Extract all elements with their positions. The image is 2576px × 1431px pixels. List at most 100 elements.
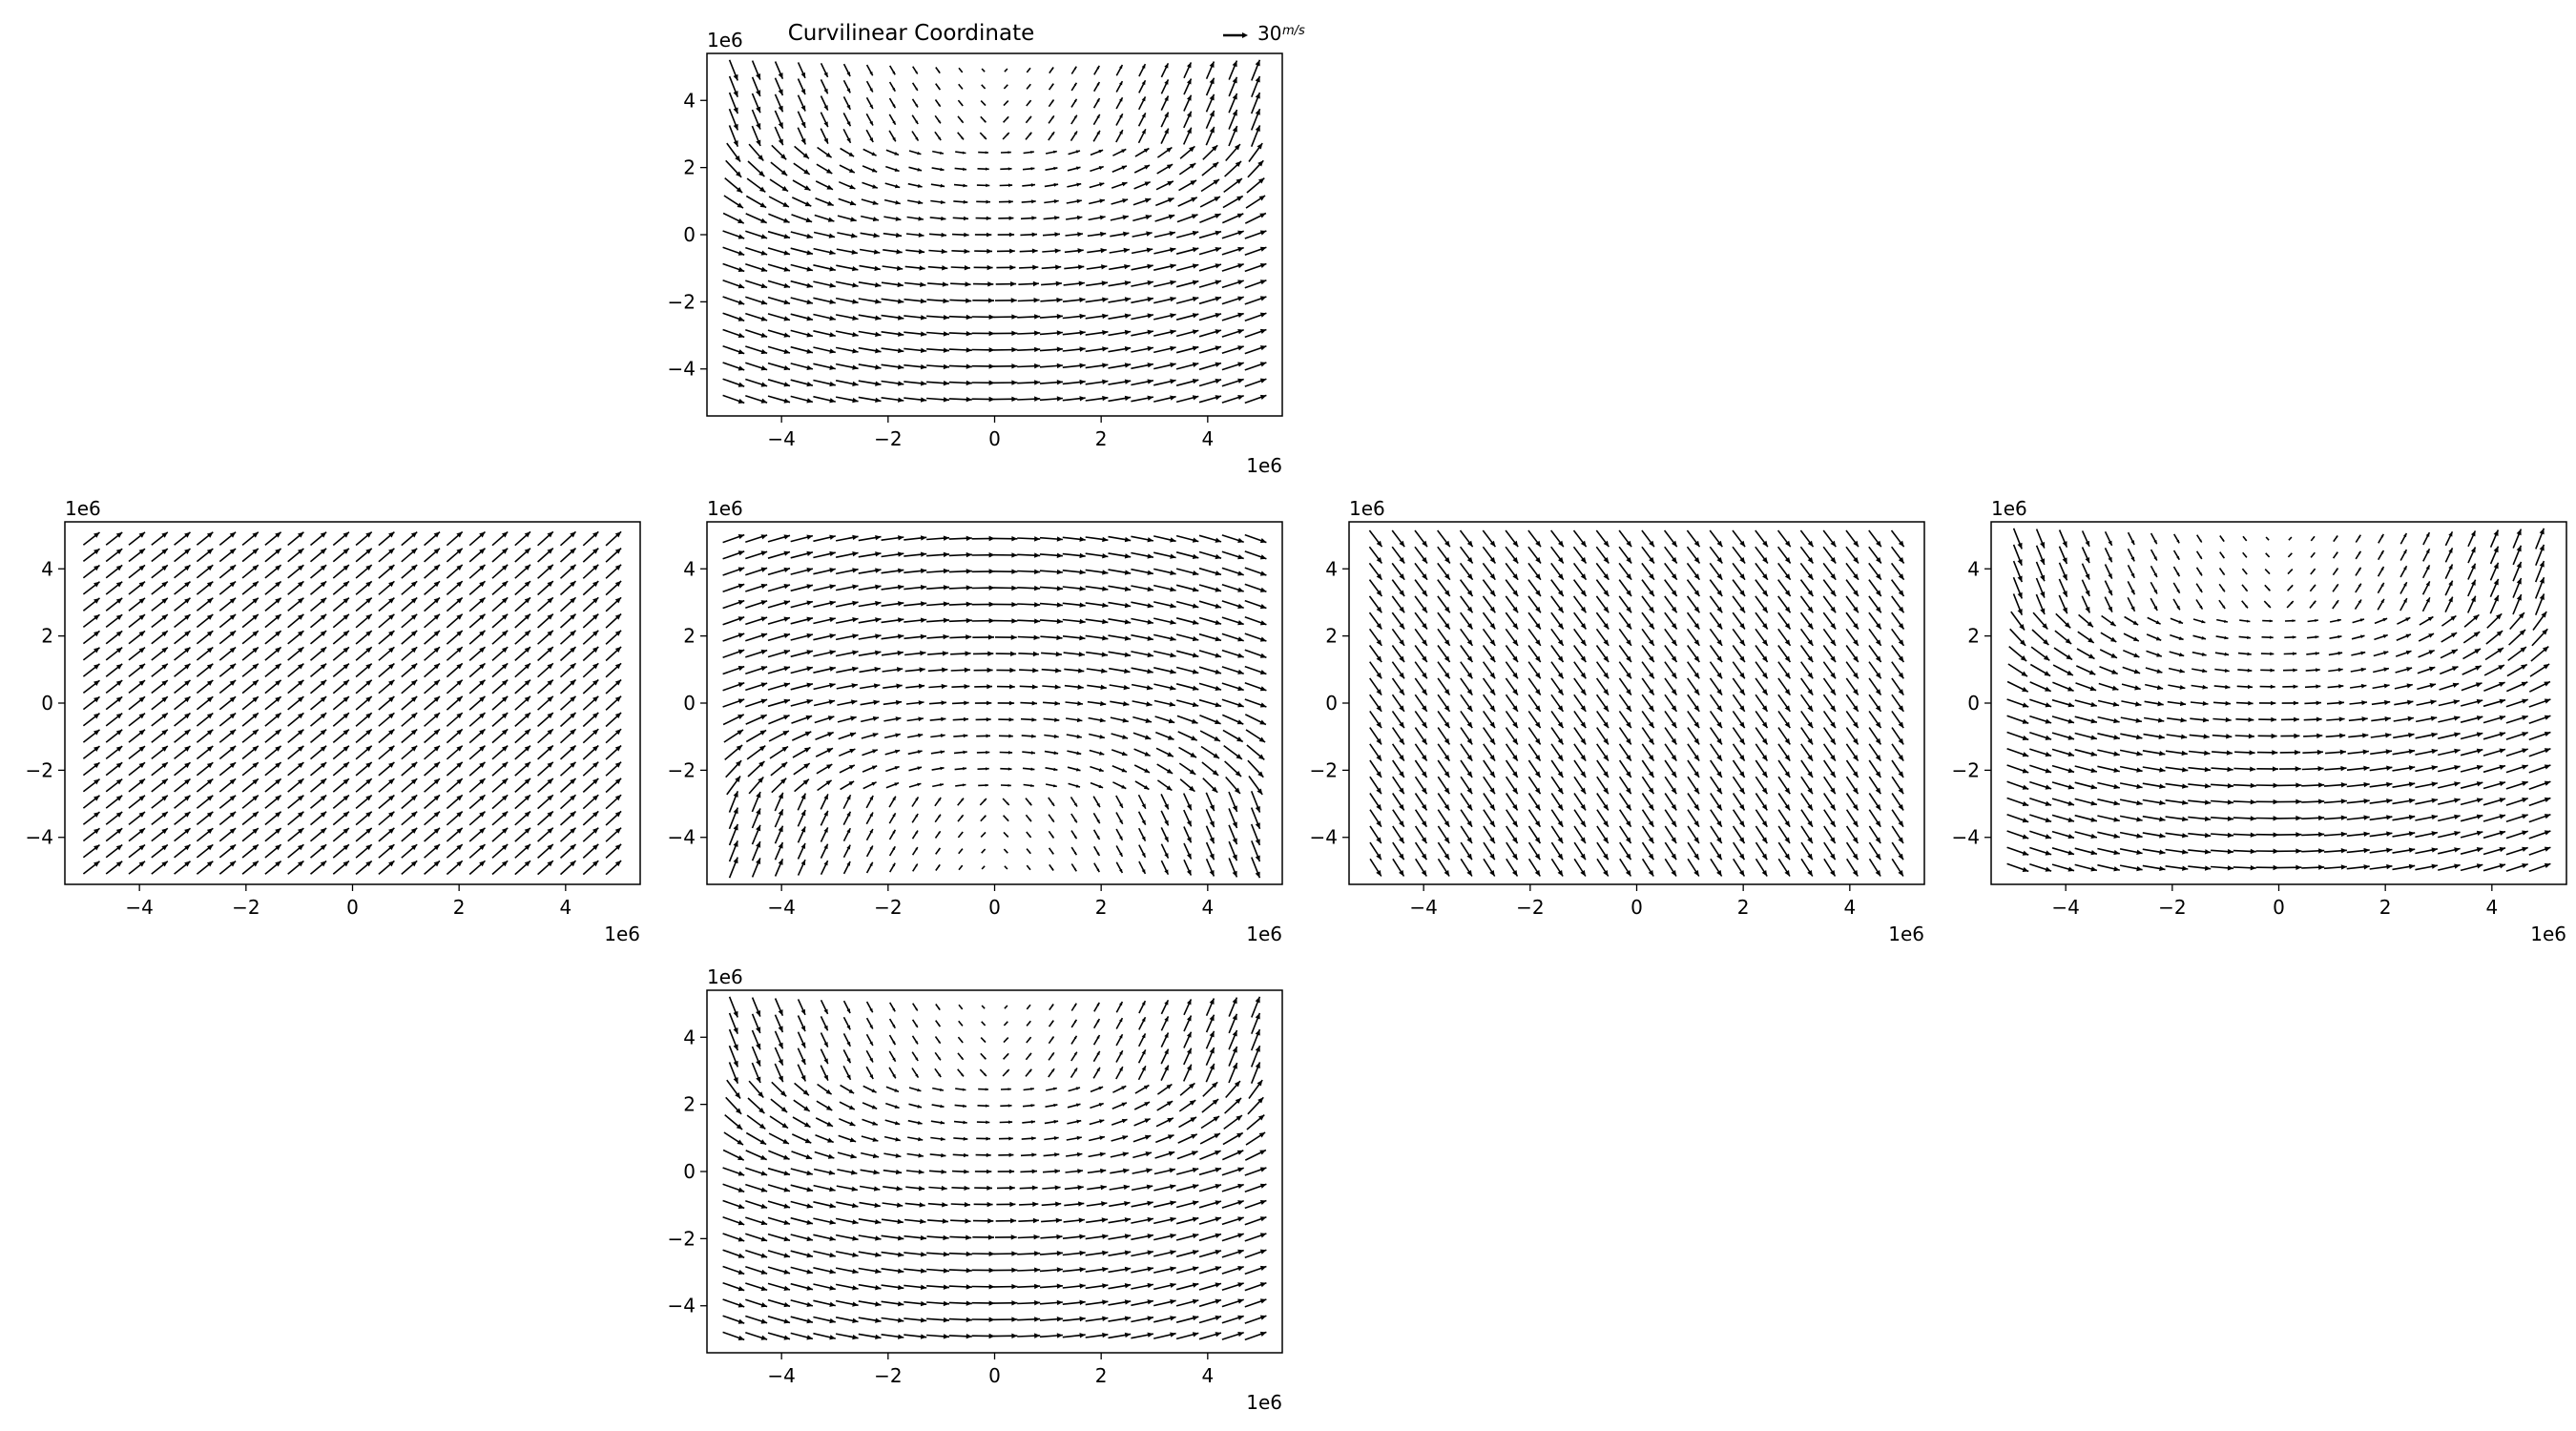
vector-arrow xyxy=(332,778,350,793)
vector-arrow xyxy=(981,848,987,854)
vector-arrow xyxy=(514,794,531,810)
vector-arrow xyxy=(491,827,509,842)
vector-arrow xyxy=(1131,667,1153,674)
vector-arrow xyxy=(2006,862,2029,873)
vector-arrow xyxy=(1048,83,1054,91)
vector-arrow xyxy=(1112,148,1127,156)
vector-arrow xyxy=(2053,647,2073,661)
vector-arrow xyxy=(797,78,806,95)
vector-arrow xyxy=(1065,717,1083,723)
vector-arrow xyxy=(745,633,768,642)
vector-arrow xyxy=(820,128,829,144)
vector-arrow xyxy=(904,265,925,271)
vector-arrow xyxy=(332,662,350,678)
vector-arrow xyxy=(1131,568,1154,575)
vector-arrow xyxy=(2371,716,2391,722)
vector-arrow xyxy=(957,1068,965,1077)
vector-arrow xyxy=(1641,677,1655,696)
x-tick-label: −2 xyxy=(2158,896,2186,919)
vector-arrow xyxy=(928,1185,947,1192)
vector-arrow xyxy=(1085,536,1109,543)
vector-arrow xyxy=(2467,530,2477,548)
vector-arrow xyxy=(840,780,855,791)
vector-arrow xyxy=(1048,814,1055,823)
vector-arrow xyxy=(858,1251,882,1257)
vector-arrow xyxy=(401,564,418,579)
vector-arrow xyxy=(774,110,784,130)
vector-arrow xyxy=(1090,781,1104,789)
vector-arrow xyxy=(728,125,739,147)
vector-arrow xyxy=(1845,694,1859,713)
vector-arrow xyxy=(1414,546,1428,564)
vector-arrow xyxy=(582,646,599,662)
vector-arrow xyxy=(957,115,965,124)
x-tick-label: 4 xyxy=(1201,1364,1214,1387)
vector-arrow xyxy=(2395,667,2413,674)
vector-arrow xyxy=(971,585,995,591)
vector-arrow xyxy=(1800,759,1814,778)
vector-arrow xyxy=(767,280,791,288)
vector-arrow xyxy=(1244,1249,1267,1258)
vector-arrow xyxy=(2075,682,2097,692)
vector-arrow xyxy=(1596,858,1610,877)
vector-arrow xyxy=(1550,694,1565,713)
vector-arrow xyxy=(2461,682,2483,692)
vector-arrow xyxy=(842,1049,852,1064)
vector-arrow xyxy=(1156,779,1173,792)
vector-arrow xyxy=(1115,812,1124,825)
vector-arrow xyxy=(2301,864,2325,870)
vector-arrow xyxy=(835,633,859,641)
vector-arrow xyxy=(996,667,1016,674)
vector-arrow xyxy=(1244,362,1267,371)
vector-arrow xyxy=(1160,843,1170,859)
vector-arrow xyxy=(82,761,100,777)
vector-arrow xyxy=(911,1035,919,1045)
vector-arrow xyxy=(264,728,282,743)
vector-arrow xyxy=(2483,698,2506,708)
vector-arrow xyxy=(1868,579,1882,597)
vector-arrow xyxy=(1618,677,1632,696)
vector-arrow xyxy=(1687,710,1700,729)
vector-arrow xyxy=(1596,727,1610,745)
vector-arrow xyxy=(559,712,577,728)
vector-arrow xyxy=(859,248,881,255)
vector-arrow xyxy=(264,613,282,629)
vector-arrow xyxy=(1732,809,1746,828)
vector-arrow xyxy=(1505,661,1519,679)
vector-arrow xyxy=(2127,596,2136,612)
vector-arrow xyxy=(605,761,622,777)
vector-arrow xyxy=(974,248,993,254)
vector-arrow xyxy=(514,745,531,760)
vector-arrow xyxy=(1108,1266,1132,1274)
vector-arrow xyxy=(2328,668,2343,673)
vector-arrow xyxy=(813,600,836,608)
vector-arrow xyxy=(774,1063,784,1083)
vector-arrow xyxy=(722,665,745,675)
vector-arrow xyxy=(2233,832,2256,838)
vector-arrow xyxy=(1664,595,1678,613)
vector-arrow xyxy=(218,564,237,579)
vector-arrow xyxy=(1369,825,1382,844)
vector-arrow xyxy=(1845,595,1859,613)
vector-arrow xyxy=(2051,764,2075,774)
vector-arrow xyxy=(605,530,622,547)
vector-arrow xyxy=(1891,759,1904,778)
vector-arrow xyxy=(1156,1100,1174,1111)
y-tick-label: 4 xyxy=(683,557,696,580)
y-tick-label: 2 xyxy=(683,625,696,648)
vector-arrow xyxy=(218,745,237,760)
vector-arrow xyxy=(2120,716,2143,723)
vector-arrow xyxy=(842,113,852,127)
vector-arrow xyxy=(2346,765,2370,772)
vector-arrow xyxy=(1221,395,1244,404)
vector-arrow xyxy=(1686,612,1700,630)
vector-arrow xyxy=(908,166,923,172)
vector-arrow xyxy=(468,646,487,662)
vector-arrow xyxy=(883,1169,903,1175)
vector-arrow xyxy=(378,843,395,859)
vector-arrow xyxy=(1845,710,1859,729)
vector-arrow xyxy=(928,683,947,690)
vector-arrow xyxy=(2346,798,2370,804)
vector-arrow xyxy=(790,1299,814,1308)
